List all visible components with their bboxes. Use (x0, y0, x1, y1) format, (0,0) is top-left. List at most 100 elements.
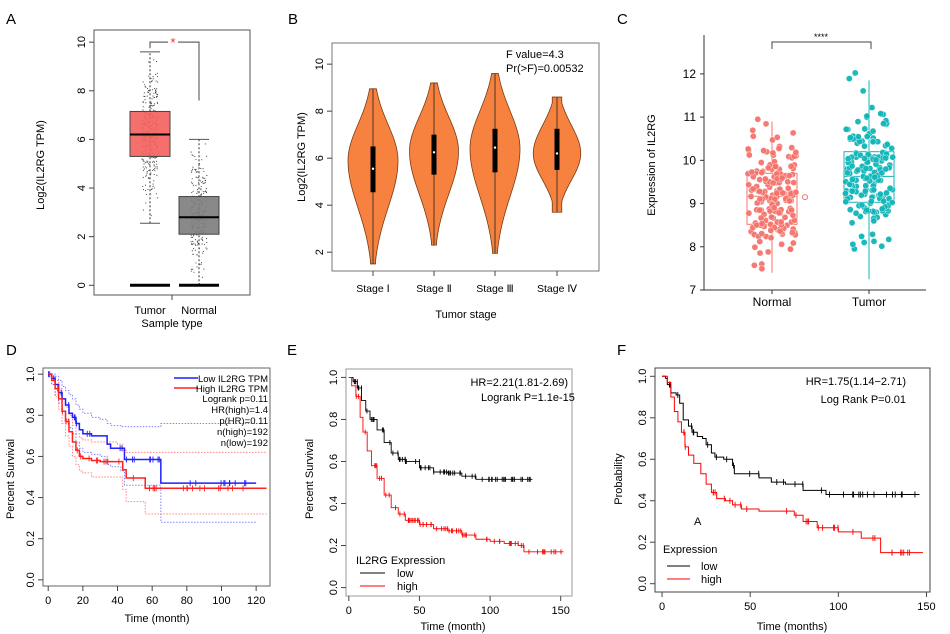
data-point (757, 214, 765, 222)
data-point (749, 132, 757, 140)
data-point (756, 188, 764, 195)
data-point (151, 98, 153, 100)
y-tick-label: 0.2 (328, 538, 340, 553)
data-point (860, 239, 868, 246)
y-tick-label: 0.6 (328, 454, 340, 469)
data-point (200, 167, 202, 170)
data-point (191, 168, 194, 170)
data-point (148, 169, 150, 172)
violin-iqr-box (554, 128, 560, 170)
data-point (201, 238, 204, 240)
y-tick-label: 0.8 (637, 410, 649, 425)
data-point (145, 202, 147, 204)
data-point (757, 159, 765, 166)
x-tick-label: 50 (744, 601, 756, 613)
data-point (157, 197, 159, 199)
y-tick-label: 1.0 (328, 370, 340, 385)
data-point (756, 238, 764, 245)
data-point (843, 169, 851, 177)
data-point (147, 161, 149, 163)
stat-annotation: Logrank p=0.11 (202, 394, 268, 405)
data-point (192, 243, 194, 246)
y-axis-title: Probability (613, 453, 625, 505)
data-point (877, 110, 885, 117)
data-point (888, 199, 896, 206)
data-point (154, 170, 156, 172)
data-point (842, 198, 850, 206)
data-point (142, 166, 144, 168)
data-point (201, 159, 203, 161)
y-tick-label: 4 (314, 202, 326, 208)
x-tick-label: Normal (753, 295, 792, 309)
legend-label: low (397, 568, 414, 580)
data-point (191, 242, 193, 244)
panel-c-box-jitter: 7 8 9 10 11 12 Expression of IL2RG Normal Tumor *… (646, 32, 926, 309)
data-point (150, 104, 152, 106)
data-point (143, 95, 145, 97)
data-point (156, 93, 158, 95)
data-point (144, 96, 146, 98)
data-point (854, 166, 862, 174)
data-point (145, 193, 147, 195)
data-point (156, 95, 159, 97)
data-point (789, 129, 797, 137)
data-point (153, 173, 155, 176)
y-tick-label: 6 (314, 155, 326, 161)
x-tick-label: 20 (77, 595, 89, 607)
data-point (195, 158, 197, 161)
data-point (200, 185, 202, 188)
panel-d-km-survival: 0.0 0.2 0.4 0.6 0.8 1.0 0 20 40 60 80 100 120 Percent… (5, 367, 271, 625)
data-point (773, 134, 781, 141)
data-point (861, 142, 868, 150)
data-point (193, 235, 195, 237)
survival-curve-high (662, 375, 923, 554)
data-point (154, 167, 156, 169)
stat-annotation: Log Rank P=0.01 (821, 394, 906, 406)
violin-iqr-box (492, 128, 498, 173)
y-tick-label: 0.4 (328, 496, 340, 511)
x-tick-label: Stage Ⅳ (537, 283, 578, 295)
data-point (878, 169, 886, 177)
data-point (201, 236, 203, 238)
data-point (756, 206, 763, 214)
stat-annotation: n(low)=192 (221, 438, 268, 449)
data-point (144, 84, 146, 86)
data-point (773, 189, 781, 197)
data-point (862, 182, 870, 190)
data-point (191, 154, 193, 156)
data-point (200, 261, 203, 264)
violin-median (493, 146, 497, 149)
data-point (199, 263, 201, 265)
x-tick-label: Stage Ⅰ (356, 283, 389, 295)
y-tick-label: 10 (683, 153, 697, 167)
data-point (145, 86, 147, 88)
data-point (150, 188, 153, 191)
data-point (872, 156, 880, 164)
data-point (152, 183, 154, 185)
data-point (193, 271, 195, 273)
data-point (143, 92, 145, 94)
data-point (153, 104, 155, 106)
legend-label: Low IL2RG TPM (198, 374, 268, 385)
x-tick-label: Stage Ⅲ (476, 283, 514, 295)
violin-median (371, 167, 375, 170)
data-point (193, 248, 195, 250)
data-point (196, 177, 198, 179)
data-point (146, 167, 148, 169)
data-point (196, 192, 198, 194)
data-point (153, 187, 155, 189)
y-tick-label: 0.4 (25, 490, 37, 505)
data-point (747, 193, 755, 200)
data-point (148, 61, 150, 63)
data-point (767, 234, 775, 242)
data-point (852, 209, 860, 217)
data-point (191, 268, 193, 270)
x-axis-title: Time (month) (421, 621, 486, 633)
data-point (748, 168, 756, 176)
data-point (150, 81, 153, 83)
data-point (844, 155, 852, 163)
data-point (205, 180, 207, 182)
y-tick-label: 0.4 (637, 493, 649, 508)
panel-label-f: F (617, 342, 626, 359)
data-point (144, 162, 146, 164)
